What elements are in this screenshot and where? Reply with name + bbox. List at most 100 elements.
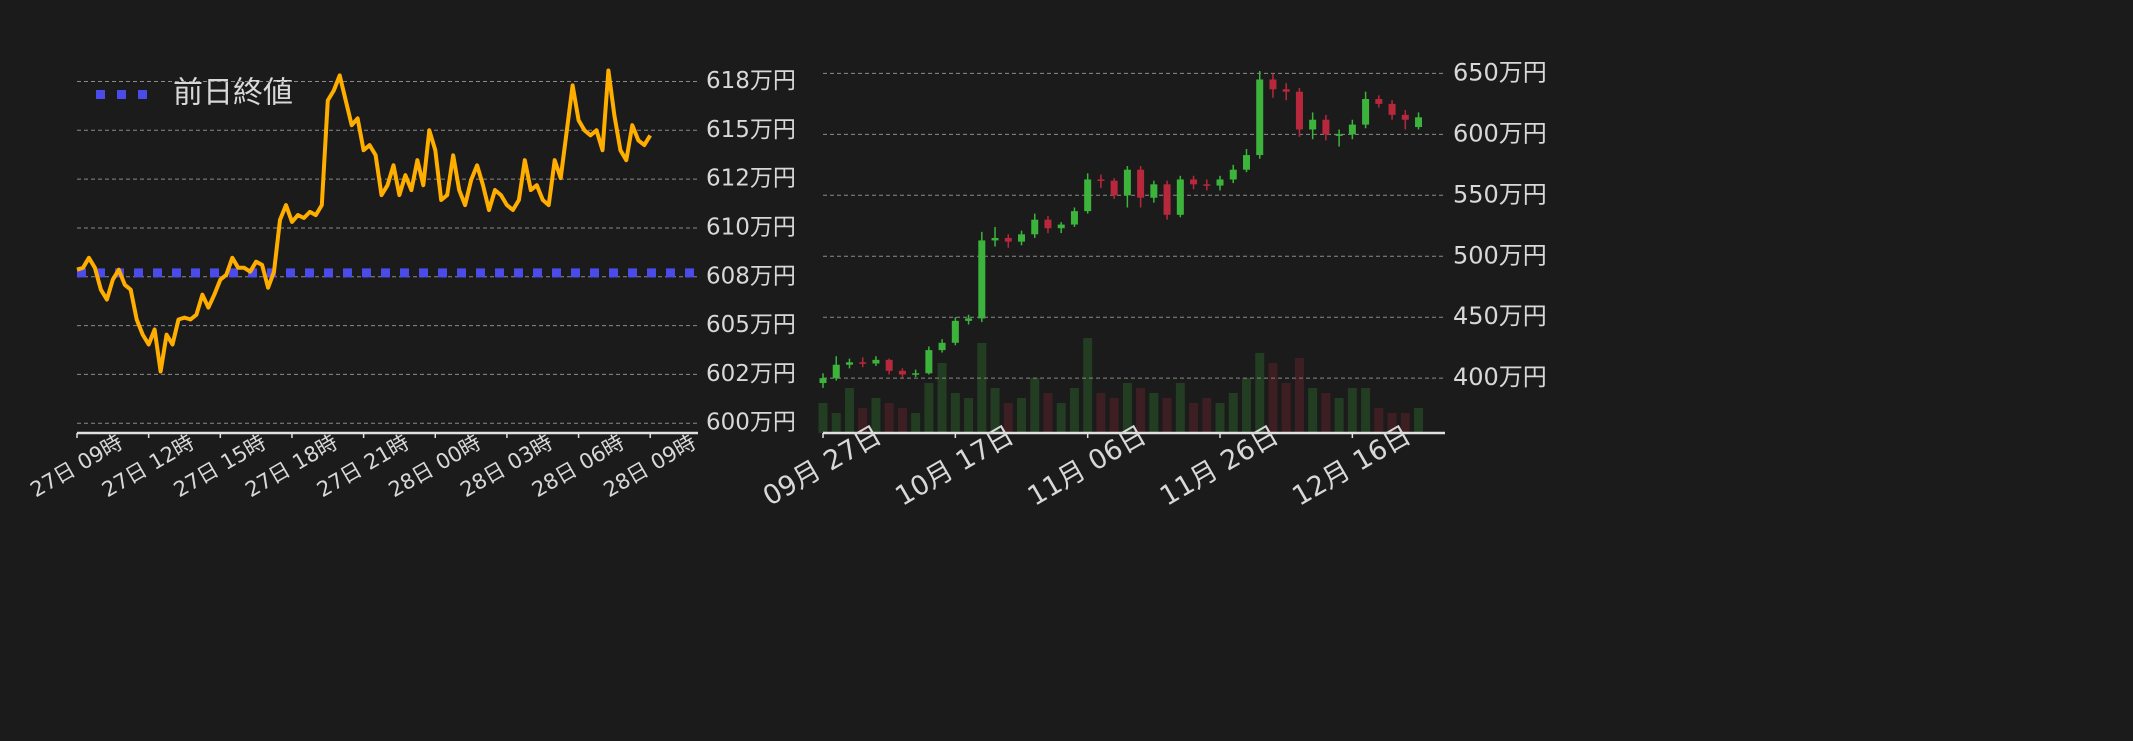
candle-body — [872, 359, 880, 364]
candle-body — [1295, 91, 1303, 130]
volume-bar — [977, 343, 987, 433]
volume-bar — [1136, 388, 1146, 433]
candle-body — [1401, 114, 1409, 120]
volume-bar — [1281, 383, 1291, 433]
volume-bar — [1361, 388, 1371, 433]
volume-bar — [1175, 383, 1185, 433]
volume-bar — [1374, 408, 1384, 433]
volume-bar — [1149, 393, 1159, 433]
candle-body — [912, 373, 920, 375]
y-tick-label: 615万円 — [706, 117, 796, 143]
candle-body — [1190, 179, 1198, 185]
candle-body — [965, 318, 973, 321]
y-tick-label: 605万円 — [706, 312, 796, 338]
candle-body — [1070, 211, 1078, 225]
volume-bar — [1030, 378, 1040, 433]
volume-bar — [1017, 398, 1027, 433]
volume-bar — [1056, 403, 1066, 433]
volume-bar — [1400, 413, 1410, 433]
candle-body — [1322, 119, 1330, 135]
candle-body — [1044, 219, 1052, 229]
volume-bar — [1162, 398, 1172, 433]
candle-body — [1004, 237, 1012, 242]
y-tick-label: 550万円 — [1453, 180, 1547, 208]
legend-swatch — [138, 90, 147, 99]
candle-body — [1123, 169, 1131, 196]
candle-body — [859, 362, 867, 364]
candle-body — [1084, 179, 1092, 212]
candle-body — [1018, 234, 1026, 242]
candle-body — [1031, 219, 1039, 235]
candle-body — [832, 364, 840, 379]
candle-body — [1097, 179, 1105, 181]
volume-bar — [990, 388, 1000, 433]
candle-body — [1163, 184, 1171, 215]
volume-bar — [1308, 388, 1318, 433]
y-tick-label: 612万円 — [706, 166, 796, 192]
y-tick-label: 400万円 — [1453, 363, 1547, 391]
volume-bar — [1043, 393, 1053, 433]
candle-body — [845, 362, 853, 365]
volume-bar — [1096, 393, 1106, 433]
volume-bar — [1294, 358, 1304, 433]
candle-body — [819, 378, 827, 384]
volume-bar — [937, 363, 947, 433]
volume-bar — [950, 393, 960, 433]
volume-bar — [1334, 398, 1344, 433]
volume-bar — [1083, 338, 1093, 433]
y-tick-label: 608万円 — [706, 263, 796, 289]
volume-bar — [1321, 393, 1331, 433]
candle-body — [925, 350, 933, 374]
volume-bar — [1189, 403, 1199, 433]
volume-bar — [1215, 403, 1225, 433]
legend-label: 前日終値 — [173, 76, 293, 111]
candle-body — [1176, 179, 1184, 215]
candle-body — [1057, 224, 1065, 229]
volume-bar — [884, 403, 894, 433]
volume-bar — [1202, 398, 1212, 433]
volume-bar — [1069, 388, 1079, 433]
volume-bar — [924, 383, 934, 433]
y-tick-label: 618万円 — [706, 68, 796, 94]
volume-bar — [1228, 393, 1238, 433]
candle-body — [1203, 184, 1211, 186]
candle-body — [1137, 169, 1145, 198]
candle-body — [1362, 99, 1370, 125]
candle-body — [1388, 103, 1396, 115]
candle-body — [898, 370, 906, 375]
volume-bar — [1241, 378, 1251, 433]
candle-body — [1256, 79, 1264, 156]
y-tick-label: 600万円 — [706, 410, 796, 436]
candle-body — [1229, 169, 1237, 180]
candle-body — [978, 240, 986, 319]
legend-swatch — [117, 90, 126, 99]
candle-body — [1110, 180, 1118, 196]
volume-bar — [1109, 398, 1119, 433]
y-tick-label: 610万円 — [706, 214, 796, 240]
legend-swatch — [96, 90, 105, 99]
volume-bar — [831, 413, 841, 433]
volume-bar — [897, 408, 907, 433]
y-tick-label: 500万円 — [1453, 241, 1547, 269]
candle-body — [951, 320, 959, 343]
volume-bar — [1255, 353, 1265, 433]
volume-bar — [818, 403, 828, 433]
candle-body — [1348, 124, 1356, 135]
volume-bar — [844, 388, 854, 433]
volume-bar — [1003, 403, 1013, 433]
candle-body — [938, 342, 946, 351]
candle-body — [1282, 89, 1290, 92]
price-line — [76, 68, 652, 374]
volume-bar — [1414, 408, 1424, 433]
volume-bar — [871, 398, 881, 433]
candle-body — [991, 237, 999, 241]
volume-bar — [1268, 363, 1278, 433]
candle-body — [1335, 134, 1343, 136]
candle-body — [1242, 155, 1250, 170]
volume-bar — [1387, 413, 1397, 433]
candle-body — [1309, 119, 1317, 130]
volume-bar — [911, 413, 921, 433]
y-tick-label: 450万円 — [1453, 302, 1547, 330]
